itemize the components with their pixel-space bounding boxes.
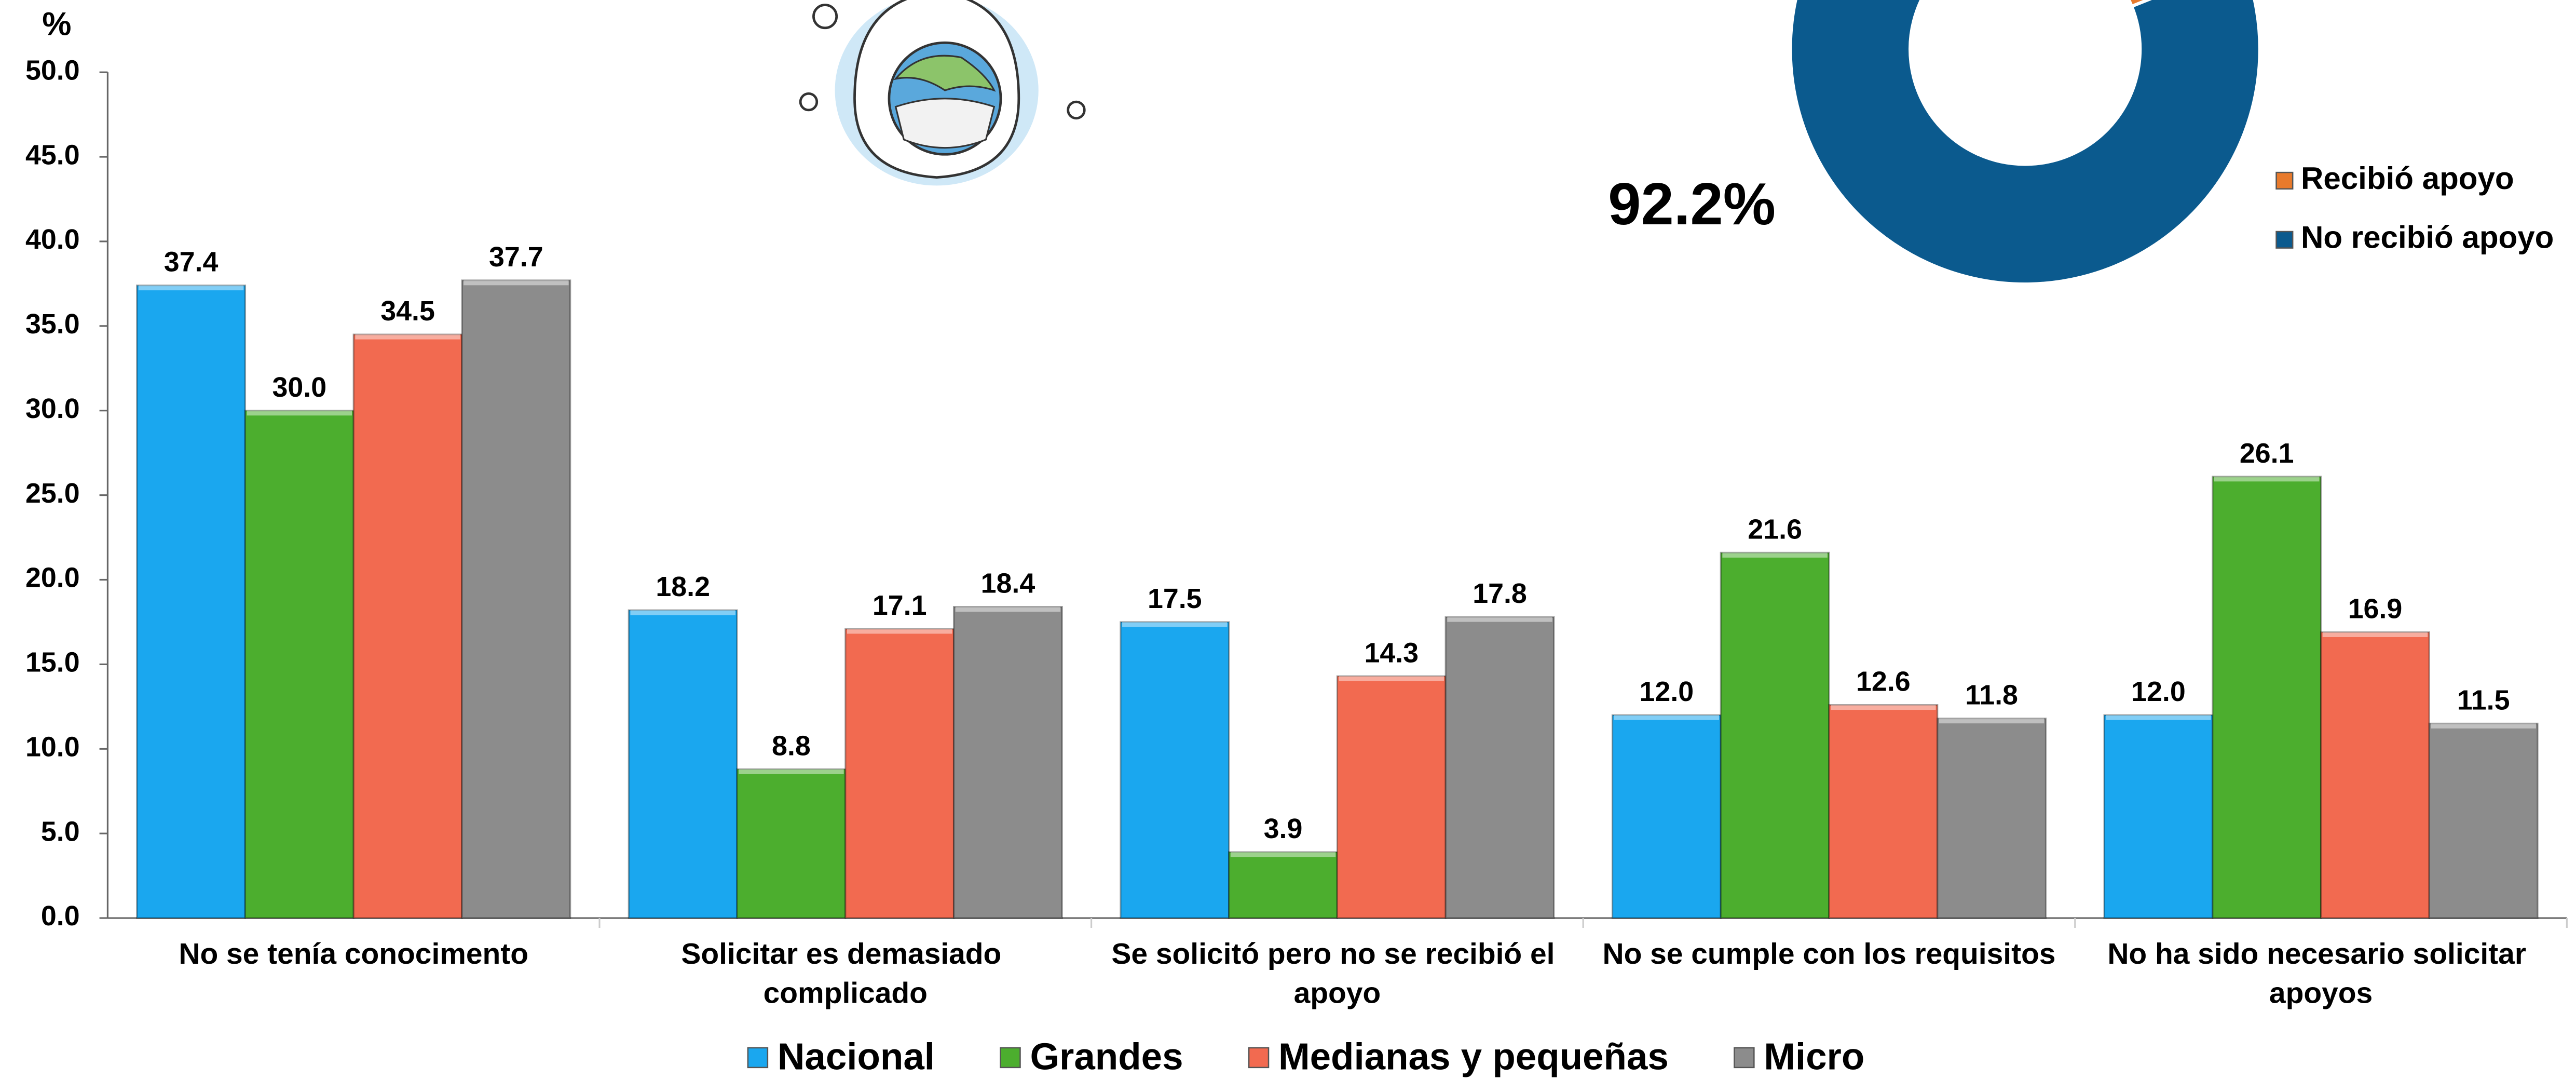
bar-highlight — [1339, 676, 1444, 681]
data-label: 11.5 — [2457, 684, 2510, 716]
bar-highlight — [2106, 715, 2211, 720]
bar-highlight — [1230, 852, 1336, 857]
y-tick-label: 10.0 — [25, 731, 80, 762]
bar-highlight — [464, 280, 569, 286]
bar-highlight — [2322, 632, 2428, 637]
bar — [628, 609, 738, 919]
x-tick-label: Se solicitó pero no se recibió el apoyo — [1111, 937, 1563, 1010]
data-label: 11.8 — [1965, 680, 2018, 711]
data-label: 30.0 — [272, 372, 327, 403]
bar — [1444, 616, 1555, 919]
bar — [1336, 675, 1447, 919]
bar — [1828, 704, 1939, 919]
bar — [461, 279, 571, 919]
data-label: 37.4 — [164, 247, 219, 278]
data-label: 17.5 — [1148, 583, 1202, 614]
data-label: 21.6 — [1748, 514, 1802, 545]
bar — [736, 768, 847, 919]
data-label: 26.1 — [2240, 438, 2294, 469]
bar — [1120, 621, 1230, 919]
data-label: 14.3 — [1364, 637, 1419, 668]
legend-swatch — [2275, 231, 2294, 249]
bar — [1720, 551, 1830, 919]
bar — [136, 285, 247, 919]
y-tick-label: 15.0 — [25, 647, 80, 678]
y-tick-label: 30.0 — [25, 393, 80, 424]
bar-highlight — [2431, 723, 2536, 729]
data-label: 17.8 — [1473, 578, 1527, 609]
y-tick-label: 50.0 — [25, 55, 80, 86]
x-tick-label: No se tenía conocimento — [179, 937, 528, 970]
bar — [352, 333, 463, 919]
bar-highlight — [1122, 622, 1228, 627]
donut-slice — [1789, 0, 2262, 286]
legend-label: Micro — [1764, 1035, 1864, 1077]
bar — [1228, 851, 1338, 919]
y-tick-label: 35.0 — [25, 308, 80, 340]
bar — [244, 410, 355, 919]
bar — [1937, 718, 2047, 919]
bar-highlight — [247, 410, 352, 416]
data-label: 37.7 — [489, 241, 543, 273]
legend-label: Recibió apoyo — [2301, 161, 2514, 196]
legend-swatch — [1734, 1047, 1755, 1069]
x-tick-label: No ha sido necesario solicitar apoyos — [2107, 937, 2534, 1010]
data-label: 3.9 — [1264, 813, 1303, 844]
data-label: 17.1 — [873, 590, 927, 621]
data-label: 12.0 — [1640, 676, 1694, 707]
y-tick-label: 40.0 — [25, 224, 80, 255]
data-label: 34.5 — [380, 295, 435, 327]
bar-highlight — [355, 334, 460, 340]
data-label: 12.0 — [2131, 676, 2186, 707]
x-tick-label: No se cumple con los requisitos — [1602, 937, 2055, 970]
legend-swatch — [1000, 1047, 1021, 1069]
legend-label: Medianas y pequeñas — [1278, 1035, 1669, 1077]
bar-highlight — [1614, 715, 1720, 720]
legend-label: Grandes — [1030, 1035, 1183, 1077]
bar-highlight — [847, 628, 952, 634]
bar — [2428, 722, 2539, 919]
bar-highlight — [630, 610, 735, 615]
legend-swatch — [747, 1047, 769, 1069]
x-tick-label: Solicitar es demasiado complicado — [681, 937, 1010, 1010]
data-label: 18.2 — [656, 571, 710, 602]
illustration — [799, 0, 1086, 186]
bar — [952, 606, 1063, 919]
y-tick-label: 25.0 — [25, 478, 80, 509]
legend-label: Nacional — [778, 1035, 935, 1077]
legend-label: No recibió apoyo — [2301, 220, 2554, 255]
bar-highlight — [2214, 476, 2320, 482]
y-tick-label: 0.0 — [41, 900, 80, 932]
legend-swatch — [2275, 171, 2294, 190]
y-tick-label: 20.0 — [25, 562, 80, 594]
bar — [844, 628, 955, 919]
bar-highlight — [1722, 552, 1828, 558]
bar — [2103, 714, 2214, 919]
bar-highlight — [739, 769, 844, 774]
data-label: 16.9 — [2348, 594, 2403, 625]
bar-highlight — [138, 285, 244, 291]
bar-highlight — [1939, 718, 2045, 724]
y-tick-label: 5.0 — [41, 816, 80, 847]
data-label: 18.4 — [981, 568, 1035, 599]
y-axis-label: % — [42, 6, 71, 42]
bar — [1611, 714, 1722, 919]
data-label: 8.8 — [772, 730, 811, 761]
bar-highlight — [1447, 617, 1552, 622]
bar-highlight — [955, 606, 1061, 612]
data-label: 12.6 — [1856, 666, 1911, 697]
donut-value-label: 92.2% — [1608, 171, 1776, 237]
bar — [2212, 476, 2322, 919]
y-tick-label: 45.0 — [25, 139, 80, 170]
bar-highlight — [1831, 705, 1936, 710]
legend-swatch — [1248, 1047, 1270, 1069]
bar — [2320, 631, 2430, 919]
